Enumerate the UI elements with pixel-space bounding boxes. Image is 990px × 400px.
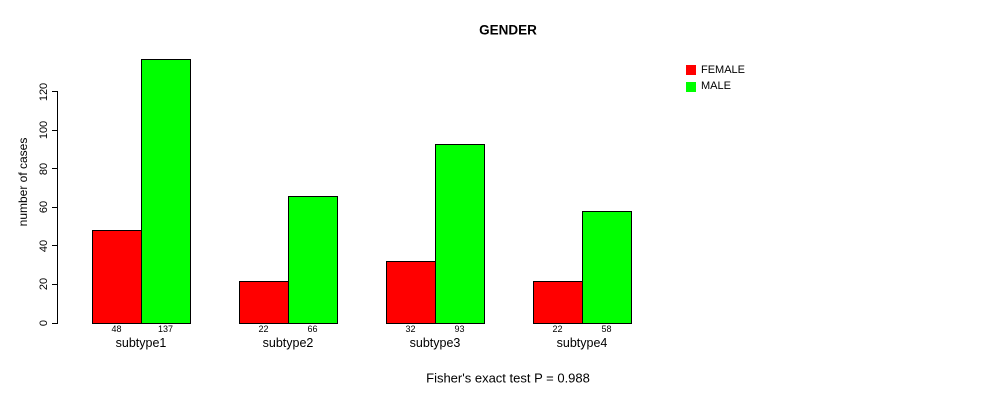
- category-label-subtype4: subtype4: [556, 335, 608, 350]
- legend-swatch-female: [686, 65, 696, 76]
- legend-label-male: MALE: [701, 80, 731, 93]
- y-axis-tick-label: 40: [38, 239, 50, 253]
- y-axis-tick: [52, 168, 58, 170]
- category-label-subtype3: subtype3: [409, 335, 461, 350]
- bar-female-subtype2: [239, 280, 289, 324]
- y-axis-tick-label: 20: [38, 278, 50, 291]
- bar-female-subtype1: [92, 230, 142, 324]
- legend: FEMALE MALE: [686, 62, 745, 95]
- bar-value-male-subtype1: 137: [157, 324, 174, 334]
- y-axis-tick-label: 0: [38, 319, 50, 327]
- y-axis-tick-label: 100: [38, 121, 50, 140]
- legend-label-female: FEMALE: [701, 63, 746, 76]
- y-axis-tick-label: 60: [38, 201, 50, 214]
- bar-female-subtype3: [386, 261, 436, 324]
- bar-female-subtype4: [533, 280, 583, 324]
- legend-swatch-male: [686, 81, 696, 92]
- y-axis-label: number of cases: [16, 137, 30, 227]
- category-label-subtype2: subtype2: [262, 335, 314, 350]
- y-axis-tick-label: 120: [38, 82, 50, 101]
- bar-value-male-subtype4: 58: [601, 324, 612, 334]
- y-axis-line: [57, 91, 58, 324]
- legend-item-male: MALE: [686, 79, 745, 96]
- y-axis-tick-label: 80: [38, 162, 50, 175]
- bar-male-subtype1: [141, 58, 191, 324]
- legend-item-female: FEMALE: [686, 62, 745, 79]
- bar-male-subtype2: [288, 195, 338, 324]
- bar-value-female-subtype1: 48: [111, 324, 122, 334]
- fisher-test-note: Fisher's exact test P = 0.988: [426, 370, 590, 386]
- bar-male-subtype4: [582, 211, 632, 324]
- y-axis-tick: [52, 91, 58, 93]
- y-axis-tick: [52, 129, 58, 131]
- bar-value-male-subtype2: 66: [307, 324, 318, 334]
- category-label-subtype1: subtype1: [115, 335, 167, 350]
- bar-value-male-subtype3: 93: [454, 324, 465, 334]
- bar-male-subtype3: [435, 143, 485, 324]
- y-axis-tick: [52, 206, 58, 208]
- y-axis-tick: [52, 322, 58, 324]
- bar-value-female-subtype2: 22: [258, 324, 269, 334]
- bar-value-female-subtype4: 22: [552, 324, 563, 334]
- y-axis-tick: [52, 283, 58, 285]
- y-axis-tick: [52, 245, 58, 247]
- bar-value-female-subtype3: 32: [405, 324, 416, 334]
- chart-title: GENDER: [479, 22, 537, 38]
